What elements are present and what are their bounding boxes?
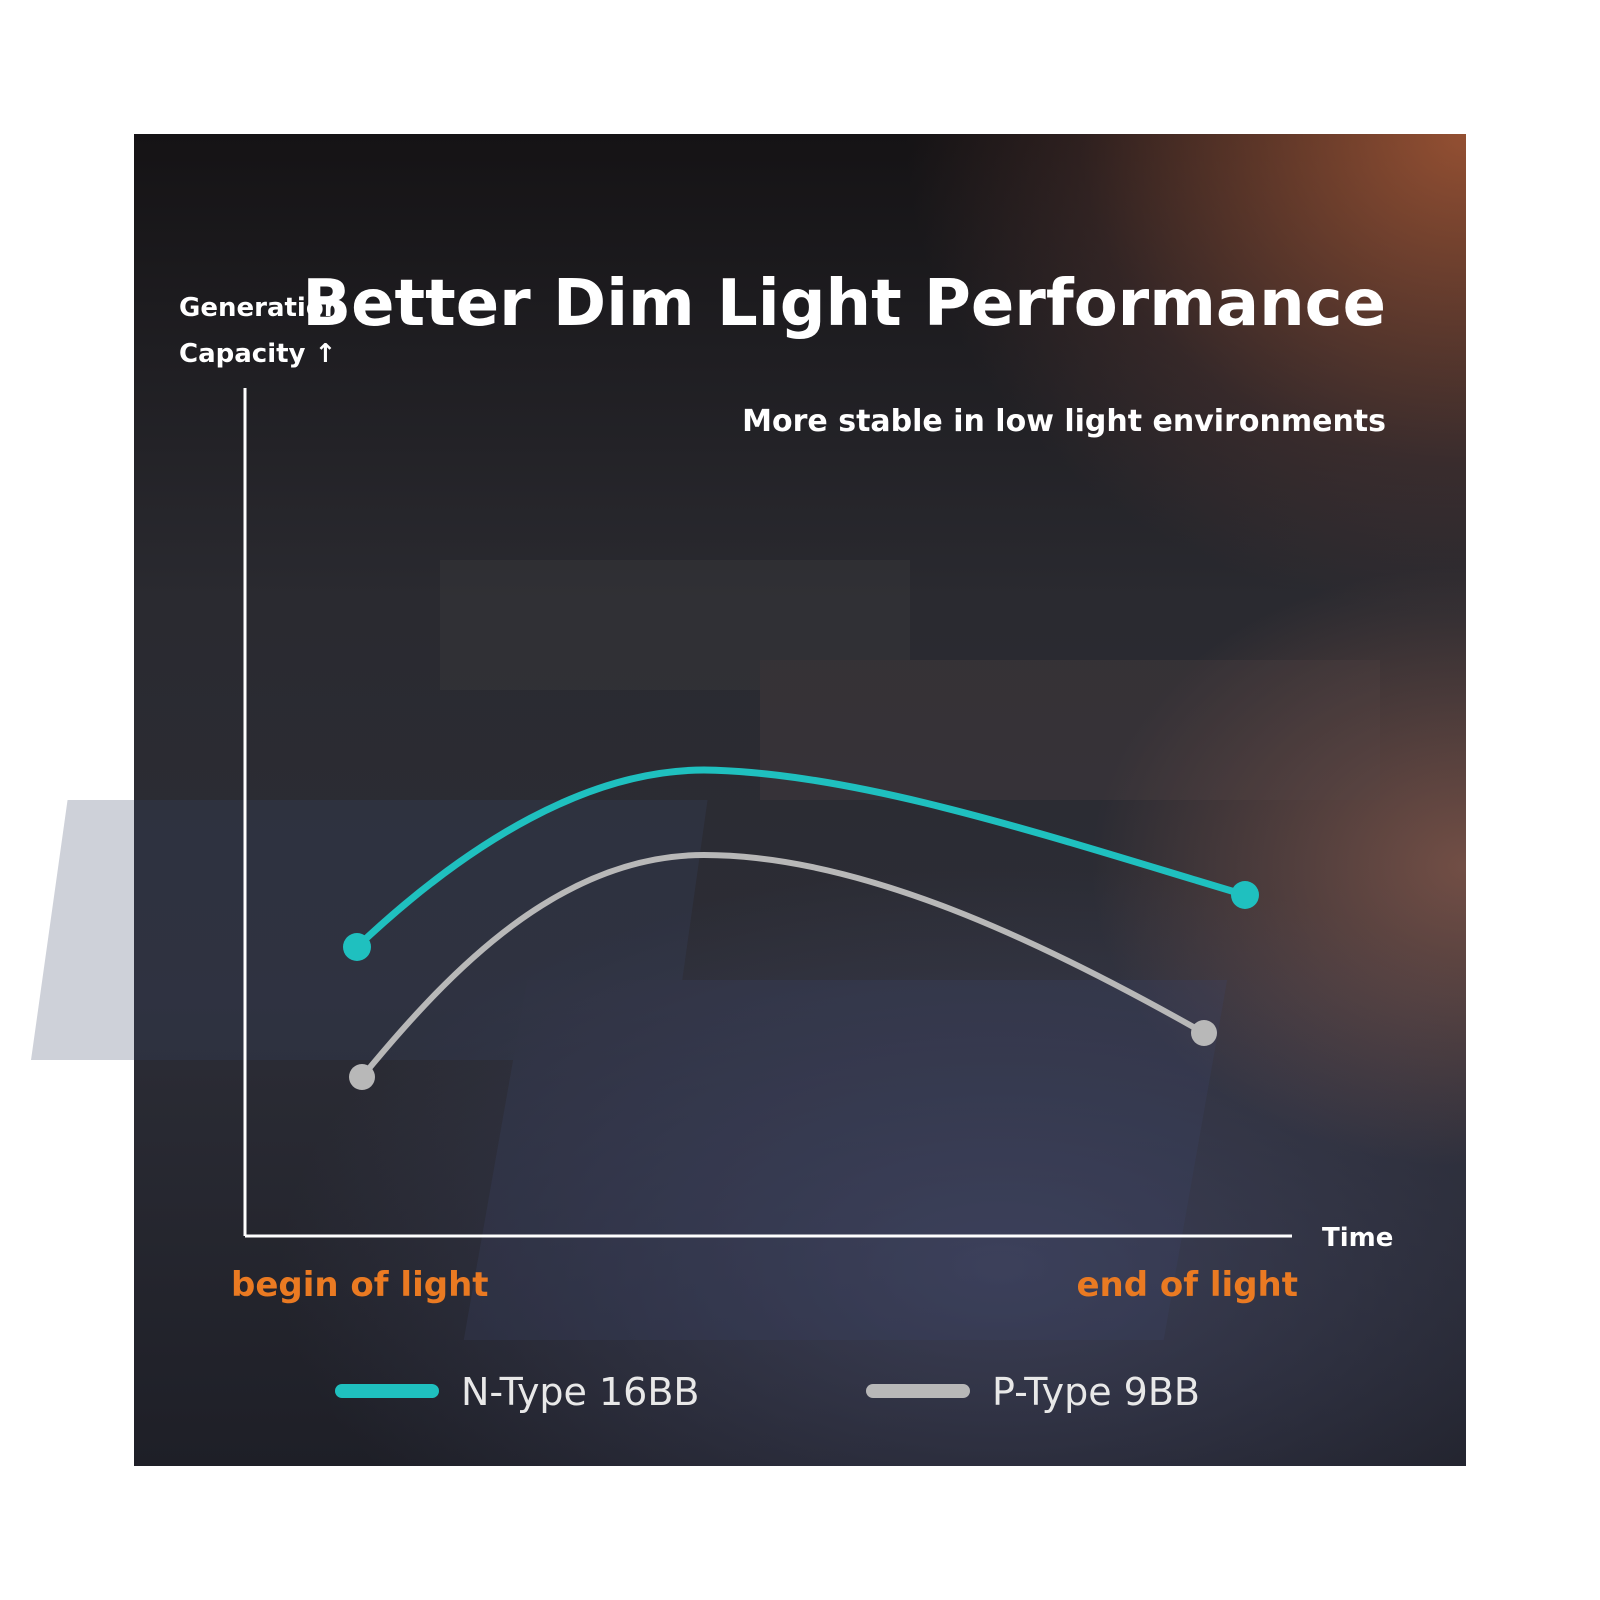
background-panel: [134, 134, 1466, 1466]
n-type-point: [1231, 881, 1259, 909]
subtitle: More stable in low light environments: [742, 404, 1386, 439]
decor: [31, 560, 1380, 1340]
legend-label: N-Type 16BB: [461, 1370, 700, 1414]
legend-label: P-Type 9BB: [992, 1370, 1200, 1414]
y-axis-label: Generation: [179, 293, 342, 323]
p-type-curve: [359, 851, 1206, 1079]
p-type-point: [1191, 1020, 1217, 1046]
end-label: end of light: [1076, 1265, 1298, 1305]
y-axis-label: Capacity ↑: [179, 339, 336, 369]
x-axis-label: Time: [1322, 1223, 1393, 1253]
begin-label: begin of light: [231, 1265, 489, 1305]
p-type-point: [349, 1064, 375, 1090]
n-type-point: [343, 933, 371, 961]
title: Better Dim Light Performance: [302, 267, 1386, 341]
n-type-curve: [354, 766, 1246, 950]
